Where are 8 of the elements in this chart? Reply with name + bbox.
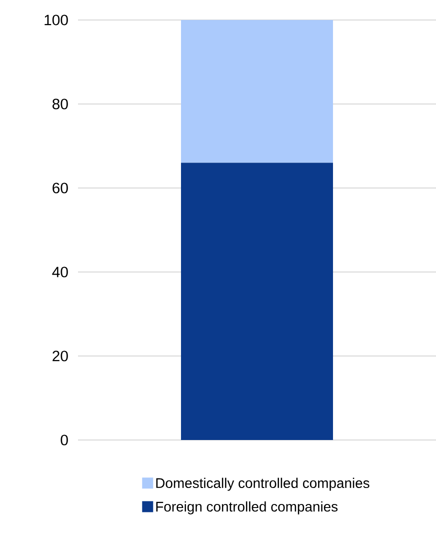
y-tick-label: 100: [44, 14, 68, 26]
y-tick-label: 20: [52, 350, 68, 362]
y-tick-label: 40: [52, 266, 68, 278]
y-tick-label: 80: [52, 98, 68, 110]
legend-label: Domestically controlled companies: [156, 478, 370, 491]
legend-label: Foreign controlled companies: [156, 501, 338, 514]
y-tick-label: 0: [60, 434, 68, 446]
y-tick-label: 60: [52, 182, 68, 194]
